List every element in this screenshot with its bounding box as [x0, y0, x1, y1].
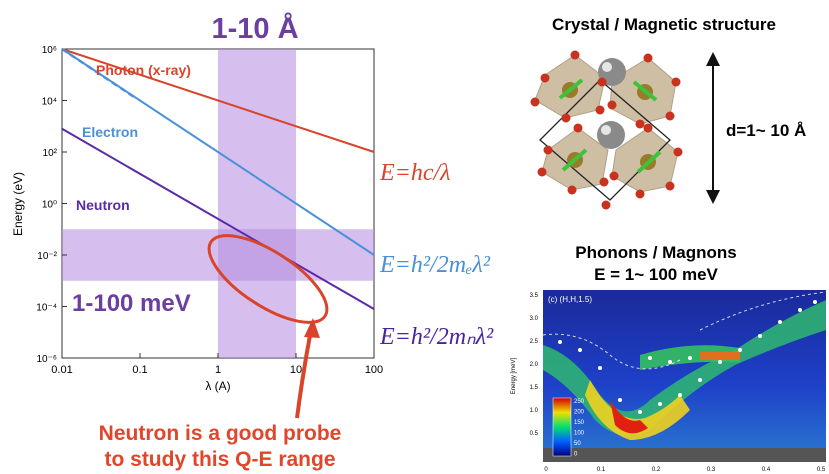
x-axis-label: λ (A): [205, 379, 230, 393]
axis-ticks: 0.01 0.1 1 10 100 10⁻⁶ 10⁻⁴ 10⁻² 10⁰ 10² 10⁴ 10⁶: [36, 45, 383, 376]
series-label-photon: Photon (x-ray): [96, 62, 191, 78]
callout-arrowhead: [304, 318, 320, 338]
phonon-y-tick: 2.0: [530, 362, 539, 368]
y-tick-label: 10⁻⁴: [36, 303, 57, 314]
y-tick-label: 10⁰: [42, 200, 57, 211]
colorbar-tick: 0: [574, 452, 578, 458]
y-tick-label: 10²: [43, 148, 58, 159]
phonon-y-tick: 2.5: [530, 339, 539, 345]
d-spacing-label: d=1~ 10 Å: [726, 121, 806, 140]
series-label-electron: Electron: [82, 124, 138, 140]
phonon-section: Phonons / Magnons E = 1~ 100 meV: [511, 243, 827, 473]
callout-line-1: Neutron is a good probe: [99, 422, 342, 445]
y-tick-label: 10⁻²: [37, 251, 57, 262]
colorbar-tick: 50: [574, 441, 581, 447]
dispersion-map: [542, 290, 827, 462]
callout-line-2: to study this Q-E range: [104, 448, 335, 471]
phonon-subtitle: E = 1~ 100 meV: [594, 265, 718, 284]
y-tick-label: 10⁶: [42, 45, 57, 56]
y-axis-label: Energy (eV): [11, 172, 25, 236]
range-header: 1-10 Å: [211, 12, 298, 45]
phonon-y-tick: 3.5: [530, 293, 539, 299]
phonon-x-tick: 0: [544, 467, 548, 473]
energy-wavelength-chart: 1-10 Å 0.01 0.1 1 10 100 10⁻⁶ 10⁻⁴ 10⁻² 10⁰ 10² 10…: [11, 12, 383, 471]
equation-electron: E=h²/2mₑλ²: [379, 252, 491, 278]
phonon-x-tick: 0.5: [817, 467, 826, 473]
phonon-x-tick: 0.1: [597, 467, 606, 473]
phonon-y-tick: 3.0: [530, 316, 539, 322]
phonon-x-ticks: 0 0.1 0.2 0.3 0.4 0.5: [544, 467, 826, 473]
phonon-y-tick: 0.5: [530, 431, 539, 437]
x-tick-label: 10: [290, 364, 302, 376]
equation-photon: E=hc/λ: [379, 160, 451, 186]
crystal-section: Crystal / Magnetic structure: [530, 15, 806, 210]
series-label-neutron: Neutron: [76, 197, 130, 213]
phonon-x-tick: 0.2: [652, 467, 661, 473]
phonon-title: Phonons / Magnons: [575, 243, 737, 262]
crystal-structure-image: [530, 50, 683, 210]
phonon-x-tick: 0.4: [762, 467, 771, 473]
x-tick-label: 0.1: [132, 364, 147, 376]
x-tick-label: 100: [365, 364, 383, 376]
phonon-y-tick: 1.5: [530, 385, 539, 391]
qe-range-ellipse: [207, 234, 329, 324]
wavelength-band: [218, 49, 296, 358]
colorbar-tick: 200: [574, 410, 585, 416]
phonon-y-label: Energy [meV]: [511, 357, 517, 394]
d-arrow-head-bottom: [706, 190, 720, 204]
y-tick-label: 10⁴: [42, 97, 57, 108]
phonon-colorbar-ticks: 250 200 150 100 50 0: [574, 399, 585, 458]
phonon-x-tick: 0.3: [707, 467, 716, 473]
x-tick-label: 1: [215, 364, 221, 376]
callout-arrow: [295, 329, 313, 419]
photon-line: [61, 48, 375, 153]
phonon-y-ticks: 3.5 3.0 2.5 2.0 1.5 1.0 0.5: [530, 293, 539, 437]
x-tick-label: 0.01: [51, 364, 72, 376]
series-lines: [61, 47, 375, 310]
colorbar-tick: 250: [574, 399, 585, 405]
colorbar-tick: 150: [574, 420, 585, 426]
band-label: 1-100 meV: [72, 290, 191, 317]
colorbar-tick: 100: [574, 431, 585, 437]
phonon-y-tick: 1.0: [530, 408, 539, 414]
d-arrow-head-top: [706, 52, 720, 66]
electron-dashed-line: [61, 47, 138, 100]
equation-neutron: E=h²/2mₙλ²: [379, 324, 494, 350]
neutron-line: [61, 127, 375, 310]
phonon-panel-label: (c) (H,H,1.5): [548, 295, 592, 304]
crystal-title: Crystal / Magnetic structure: [552, 15, 776, 34]
y-tick-label: 10⁻⁶: [36, 354, 57, 365]
